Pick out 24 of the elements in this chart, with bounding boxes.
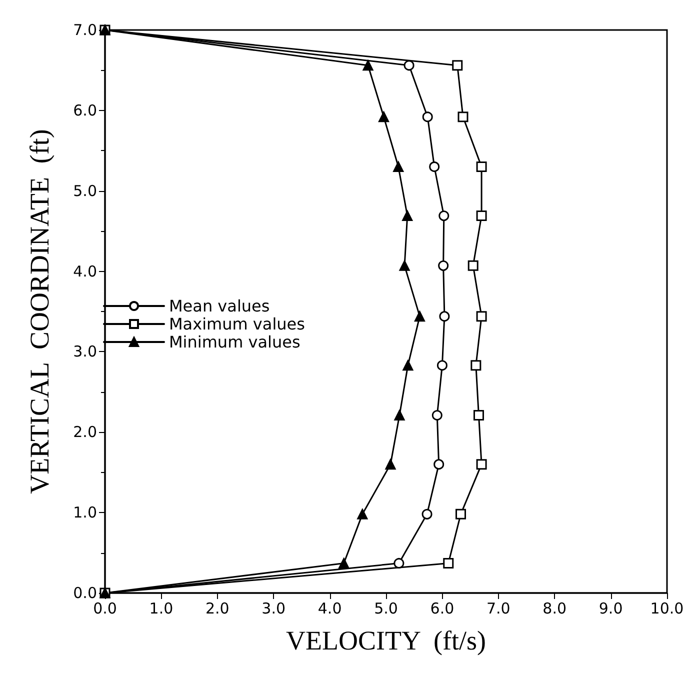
- legend-label: Minimum values: [169, 332, 300, 352]
- x-axis-title: VELOCITY (ft/s): [286, 626, 486, 656]
- x-tick-label: 3.0: [262, 600, 286, 618]
- y-tick-label: 3.0: [73, 342, 97, 361]
- y-axis-title: VERTICAL COORDINATE (ft): [24, 129, 54, 494]
- legend-label: Mean values: [169, 296, 270, 316]
- x-tick-label: 0.0: [93, 600, 117, 618]
- x-tick-label: 9.0: [598, 600, 623, 618]
- legend-label: Maximum values: [169, 314, 305, 334]
- y-tick-label: 1.0: [73, 504, 97, 522]
- y-tick-label: 7.0: [73, 21, 97, 39]
- y-tick-label: 6.0: [73, 101, 97, 120]
- y-tick-label: 4.0: [73, 262, 97, 280]
- y-tick-label: 5.0: [73, 182, 97, 200]
- y-tick-label: 0.0: [73, 584, 97, 602]
- x-tick-label: 2.0: [205, 600, 230, 618]
- y-tick-label: 2.0: [73, 423, 97, 442]
- x-tick-label: 1.0: [149, 600, 174, 618]
- x-tick-label: 6.0: [430, 600, 454, 618]
- x-tick-label: 10.0: [650, 600, 684, 618]
- x-tick-label: 4.0: [318, 600, 342, 618]
- x-tick-label: 8.0: [542, 600, 567, 618]
- x-tick-label: 5.0: [374, 600, 398, 618]
- x-tick-label: 7.0: [486, 600, 510, 618]
